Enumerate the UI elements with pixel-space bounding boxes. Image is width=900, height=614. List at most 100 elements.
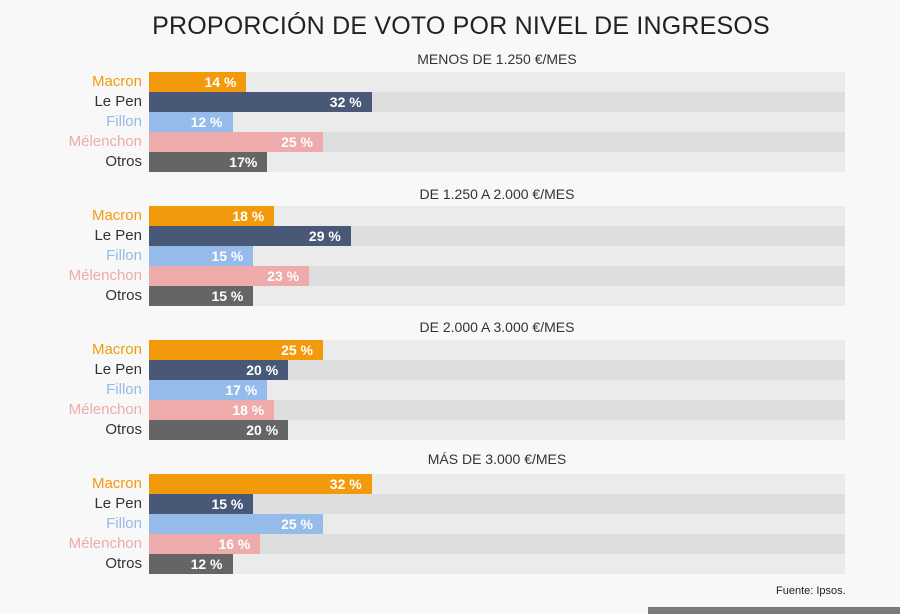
bar: 12 % [149,554,233,574]
bar: 15 % [149,494,254,514]
data-label: 32 % [329,94,362,110]
category-label: Otros [105,287,142,304]
bar: 14 % [149,72,247,92]
category-label: Le Pen [94,227,142,244]
group-title: MÁS DE 3.000 €/MES [427,451,567,467]
bar: 18 % [149,206,275,226]
data-label: 17% [229,154,258,170]
bar-track: 17 % [149,380,845,400]
category-label: Macron [91,341,142,358]
bar-track: 25 % [149,340,845,360]
bar-track: 12 % [149,112,845,132]
category-label: Otros [105,421,142,438]
category-label: Mélenchon [68,267,142,284]
bar: 32 % [149,474,372,494]
bar-row: Fillon 15 % [0,246,900,266]
data-label: 20 % [246,422,279,438]
data-label: 12 % [190,556,223,572]
chart-title: PROPORCIÓN DE VOTO POR NIVEL DE INGRESOS [152,12,770,40]
bar-row: Fillon 25 % [0,514,900,534]
bar-row: Otros 15 % [0,286,900,306]
bar-track: 23 % [149,266,845,286]
bar-track: 18 % [149,400,845,420]
bar: 16 % [149,534,261,554]
data-label: 16 % [218,536,251,552]
bar-row: Otros 17% [0,152,900,172]
bar: 15 % [149,286,254,306]
bottom-strip [648,607,900,614]
bar: 17 % [149,380,268,400]
bar: 32 % [149,92,372,112]
category-label: Macron [91,207,142,224]
category-label: Otros [105,153,142,170]
data-label: 23 % [267,268,300,284]
bar-track: 32 % [149,474,845,494]
bar-track: 25 % [149,514,845,534]
category-label: Otros [105,555,142,572]
bar: 25 % [149,340,323,360]
bar: 29 % [149,226,351,246]
data-label: 25 % [281,342,313,358]
bar: 15 % [149,246,254,266]
bar-row: Macron 32 % [0,474,900,494]
bar-row: Mélenchon 25 % [0,132,900,152]
bar-row: Fillon 17 % [0,380,900,400]
data-label: 32 % [329,476,362,492]
bar: 17% [149,152,268,172]
bar-row: Mélenchon 16 % [0,534,900,554]
bar-track: 15 % [149,494,845,514]
bar: 12 % [149,112,233,132]
category-label: Mélenchon [68,401,142,418]
bar-row: Le Pen 29 % [0,226,900,246]
bar: 25 % [149,132,323,152]
bar-row: Le Pen 32 % [0,92,900,112]
bar-track: 14 % [149,72,845,92]
data-label: 20 % [246,362,279,378]
category-label: Fillon [106,113,142,130]
data-label: 29 % [308,228,341,244]
data-label: 12 % [190,114,223,130]
category-label: Mélenchon [68,535,142,552]
data-label: 15 % [211,248,244,264]
bar-row: Macron 25 % [0,340,900,360]
group-title: MENOS DE 1.250 €/MES [417,51,577,67]
bar-track: 16 % [149,534,845,554]
bar-track: 29 % [149,226,845,246]
bar-row: Fillon 12 % [0,112,900,132]
bar-row: Le Pen 20 % [0,360,900,380]
category-label: Macron [91,73,142,90]
category-label: Fillon [106,381,142,398]
bar-track: 32 % [149,92,845,112]
data-label: 15 % [211,496,244,512]
bar: 20 % [149,360,289,380]
bar-row: Macron 14 % [0,72,900,92]
data-label: 14 % [204,74,237,90]
source-note: Fuente: Ipsos. [776,585,846,597]
data-label: 18 % [232,402,265,418]
group-title: DE 2.000 A 3.000 €/MES [419,319,575,335]
category-label: Le Pen [94,93,142,110]
bar: 25 % [149,514,323,534]
bar-track: 15 % [149,246,845,266]
bar-track: 15 % [149,286,845,306]
bar-row: Otros 12 % [0,554,900,574]
bar-row: Mélenchon 23 % [0,266,900,286]
data-label: 25 % [281,516,313,532]
bar-row: Le Pen 15 % [0,494,900,514]
data-label: 18 % [232,208,265,224]
category-label: Le Pen [94,361,142,378]
category-label: Le Pen [94,495,142,512]
data-label: 25 % [281,134,313,150]
data-label: 15 % [211,288,244,304]
category-label: Fillon [106,515,142,532]
data-label: 17 % [225,382,258,398]
bar-track: 25 % [149,132,845,152]
bar-row: Macron 18 % [0,206,900,226]
category-label: Mélenchon [68,133,142,150]
group-title: DE 1.250 A 2.000 €/MES [419,186,575,202]
bar: 18 % [149,400,275,420]
bar: 23 % [149,266,310,286]
bar-track: 20 % [149,420,845,440]
bar-track: 17% [149,152,845,172]
bar-track: 12 % [149,554,845,574]
